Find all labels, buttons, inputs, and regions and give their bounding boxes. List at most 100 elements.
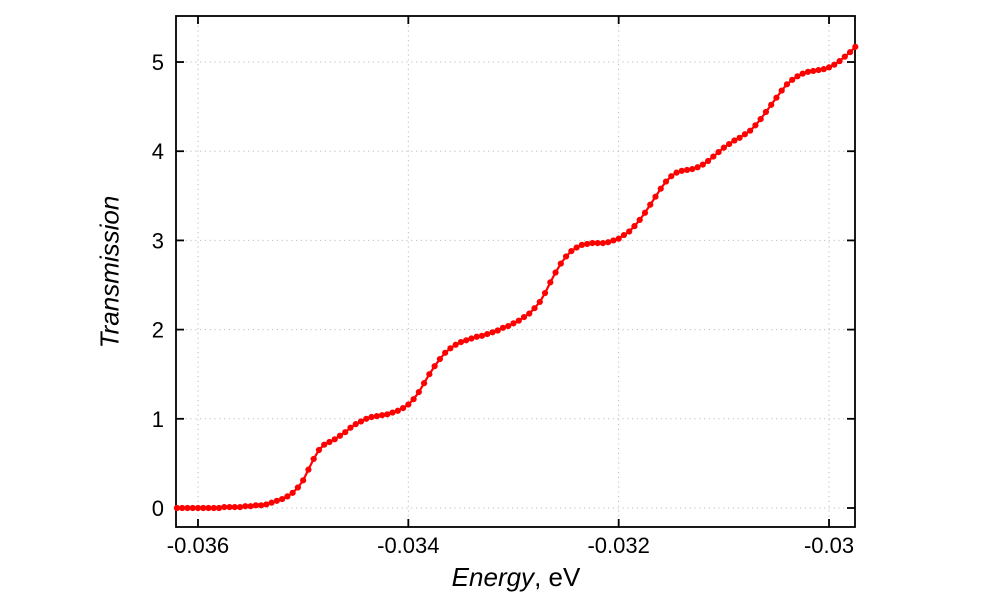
data-point-marker: [373, 413, 380, 420]
data-point-marker: [768, 101, 775, 108]
data-point-marker: [405, 401, 412, 408]
data-point-marker: [810, 67, 817, 75]
data-point-marker: [273, 497, 280, 504]
data-point-marker: [762, 108, 770, 116]
data-point-marker: [615, 235, 622, 242]
data-point-marker: [463, 337, 470, 344]
y-axis-title: Transmission: [94, 195, 125, 349]
transmission-curve: [175, 45, 857, 510]
data-point-marker: [173, 504, 181, 512]
data-point-marker: [294, 484, 301, 491]
data-point-marker: [736, 134, 743, 141]
data-point-marker: [489, 329, 496, 336]
data-point-marker: [741, 131, 748, 138]
x-tick-label: -0.034: [377, 533, 439, 558]
data-point-marker: [236, 504, 244, 511]
data-point-marker: [510, 320, 517, 327]
data-point-marker: [226, 504, 233, 511]
data-point-marker: [389, 409, 396, 416]
data-point-marker: [436, 355, 443, 363]
data-point-marker: [799, 70, 806, 77]
y-tick-label: 0: [152, 496, 164, 521]
data-point-marker: [568, 248, 575, 255]
data-point-marker: [720, 144, 727, 151]
data-point-marker: [315, 446, 323, 454]
data-point-marker: [547, 279, 554, 286]
data-point-marker: [468, 335, 475, 342]
data-point-marker: [662, 178, 670, 185]
data-point-marker: [399, 405, 407, 412]
data-point-marker: [846, 49, 854, 56]
data-point-marker: [562, 253, 570, 260]
data-point-marker: [357, 418, 365, 425]
data-point-marker: [584, 240, 591, 248]
data-point-marker: [310, 455, 317, 463]
data-point-marker: [484, 330, 491, 338]
data-point-marker: [442, 349, 449, 356]
y-tick-label: 3: [152, 228, 164, 253]
data-point-marker: [804, 68, 812, 75]
y-tick-label: 5: [152, 50, 164, 75]
data-point-marker: [636, 216, 643, 223]
data-point-marker: [394, 407, 401, 414]
data-point-marker: [252, 502, 259, 509]
data-point-marker: [336, 432, 344, 439]
data-point-marker: [221, 504, 228, 511]
data-point-marker: [478, 332, 486, 339]
data-point-marker: [363, 415, 370, 422]
data-point-marker: [783, 81, 791, 88]
data-point-marker: [773, 94, 780, 101]
data-point-marker: [326, 438, 333, 446]
data-point-marker: [194, 504, 202, 512]
data-point-marker: [789, 76, 796, 83]
data-point-marker: [431, 363, 438, 370]
x-tick-label: -0.032: [587, 533, 649, 558]
data-point-marker: [210, 504, 217, 512]
data-point-marker: [421, 380, 428, 387]
data-point-marker: [815, 66, 822, 74]
data-point-marker: [631, 223, 638, 230]
data-point-marker: [415, 388, 422, 396]
data-point-marker: [284, 493, 291, 500]
data-point-marker: [825, 64, 833, 71]
x-axis-title-unit: , eV: [534, 562, 581, 592]
data-point-marker: [179, 504, 186, 512]
data-point-marker: [594, 239, 601, 247]
data-point-marker: [557, 260, 564, 267]
data-point-marker: [257, 502, 265, 509]
data-point-marker: [536, 298, 543, 306]
plot-border: [175, 15, 856, 528]
data-point-marker: [347, 424, 354, 431]
data-point-marker: [410, 396, 417, 403]
data-point-marker: [710, 153, 717, 160]
data-point-marker: [499, 324, 507, 331]
data-point-marker: [457, 339, 465, 346]
data-point-marker: [473, 333, 480, 340]
x-tick-label: -0.03: [804, 533, 854, 558]
data-point-marker: [205, 504, 212, 512]
data-point-marker: [578, 241, 585, 248]
data-point-marker: [541, 289, 549, 297]
data-point-marker: [704, 157, 712, 165]
data-point-marker: [752, 122, 759, 129]
data-point-marker: [852, 43, 859, 50]
data-point-marker: [494, 327, 501, 334]
data-point-marker: [215, 504, 223, 512]
data-point-marker: [747, 127, 754, 134]
data-point-marker: [641, 209, 649, 216]
data-point-marker: [841, 53, 848, 60]
data-point-marker: [668, 173, 675, 180]
data-point-marker: [531, 305, 538, 312]
data-point-marker: [652, 193, 659, 200]
data-point-marker: [289, 489, 296, 496]
data-point-marker: [726, 140, 733, 148]
data-point-marker: [342, 429, 349, 436]
data-point-marker: [647, 201, 654, 208]
data-point-marker: [305, 466, 312, 473]
data-point-marker: [279, 495, 286, 503]
data-point-marker: [699, 161, 706, 168]
data-point-marker: [626, 228, 633, 235]
data-point-marker: [757, 116, 764, 123]
